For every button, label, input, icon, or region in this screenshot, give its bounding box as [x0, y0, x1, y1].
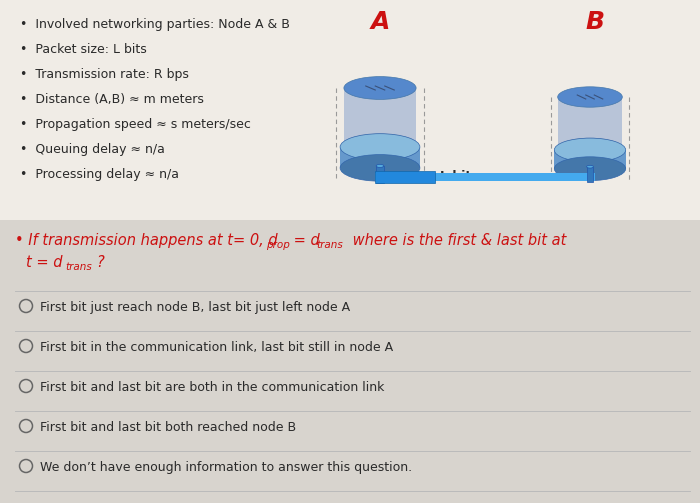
- Text: •  Transmission rate: R bps: • Transmission rate: R bps: [20, 68, 189, 81]
- Text: First bit and last bit both reached node B: First bit and last bit both reached node…: [40, 421, 296, 434]
- Text: trans: trans: [316, 240, 343, 250]
- Text: L bits: L bits: [440, 171, 479, 184]
- Bar: [375, 173, 595, 181]
- Ellipse shape: [558, 87, 622, 107]
- Ellipse shape: [340, 134, 420, 160]
- Bar: [0, 0, 700, 220]
- Ellipse shape: [376, 164, 384, 167]
- Bar: [344, 88, 416, 145]
- Text: First bit just reach node B, last bit just left node A: First bit just reach node B, last bit ju…: [40, 301, 350, 314]
- Bar: [376, 166, 384, 183]
- Bar: [375, 171, 435, 183]
- Ellipse shape: [558, 138, 622, 158]
- Bar: [340, 147, 420, 168]
- Ellipse shape: [344, 134, 416, 156]
- Bar: [0, 220, 700, 503]
- Text: prop: prop: [266, 240, 290, 250]
- Text: First bit and last bit are both in the communication link: First bit and last bit are both in the c…: [40, 381, 384, 394]
- Text: We don’t have enough information to answer this question.: We don’t have enough information to answ…: [40, 461, 412, 474]
- Text: ?: ?: [96, 255, 104, 270]
- Text: •  Processing delay ≈ n/a: • Processing delay ≈ n/a: [20, 168, 179, 181]
- Ellipse shape: [554, 157, 626, 181]
- Text: B: B: [585, 10, 605, 34]
- Text: trans: trans: [65, 262, 92, 272]
- Ellipse shape: [587, 165, 594, 168]
- Text: •  Involved networking parties: Node A & B: • Involved networking parties: Node A & …: [20, 18, 290, 31]
- Text: where is the first & last bit at: where is the first & last bit at: [348, 233, 566, 248]
- Text: •  Packet size: L bits: • Packet size: L bits: [20, 43, 147, 56]
- Bar: [554, 150, 626, 169]
- Text: •  Queuing delay ≈ n/a: • Queuing delay ≈ n/a: [20, 143, 165, 156]
- Bar: [587, 166, 594, 182]
- Text: First bit in the communication link, last bit still in node A: First bit in the communication link, las…: [40, 341, 393, 354]
- Text: • If transmission happens at t= 0, d: • If transmission happens at t= 0, d: [15, 233, 278, 248]
- Text: A: A: [370, 10, 390, 34]
- Bar: [558, 97, 622, 148]
- Ellipse shape: [340, 154, 420, 181]
- Text: •  Distance (A,B) ≈ m meters: • Distance (A,B) ≈ m meters: [20, 93, 204, 106]
- Text: t = d: t = d: [26, 255, 62, 270]
- Text: •  Propagation speed ≈ s meters/sec: • Propagation speed ≈ s meters/sec: [20, 118, 251, 131]
- Text: = d: = d: [289, 233, 320, 248]
- Ellipse shape: [344, 76, 416, 100]
- Ellipse shape: [554, 138, 626, 162]
